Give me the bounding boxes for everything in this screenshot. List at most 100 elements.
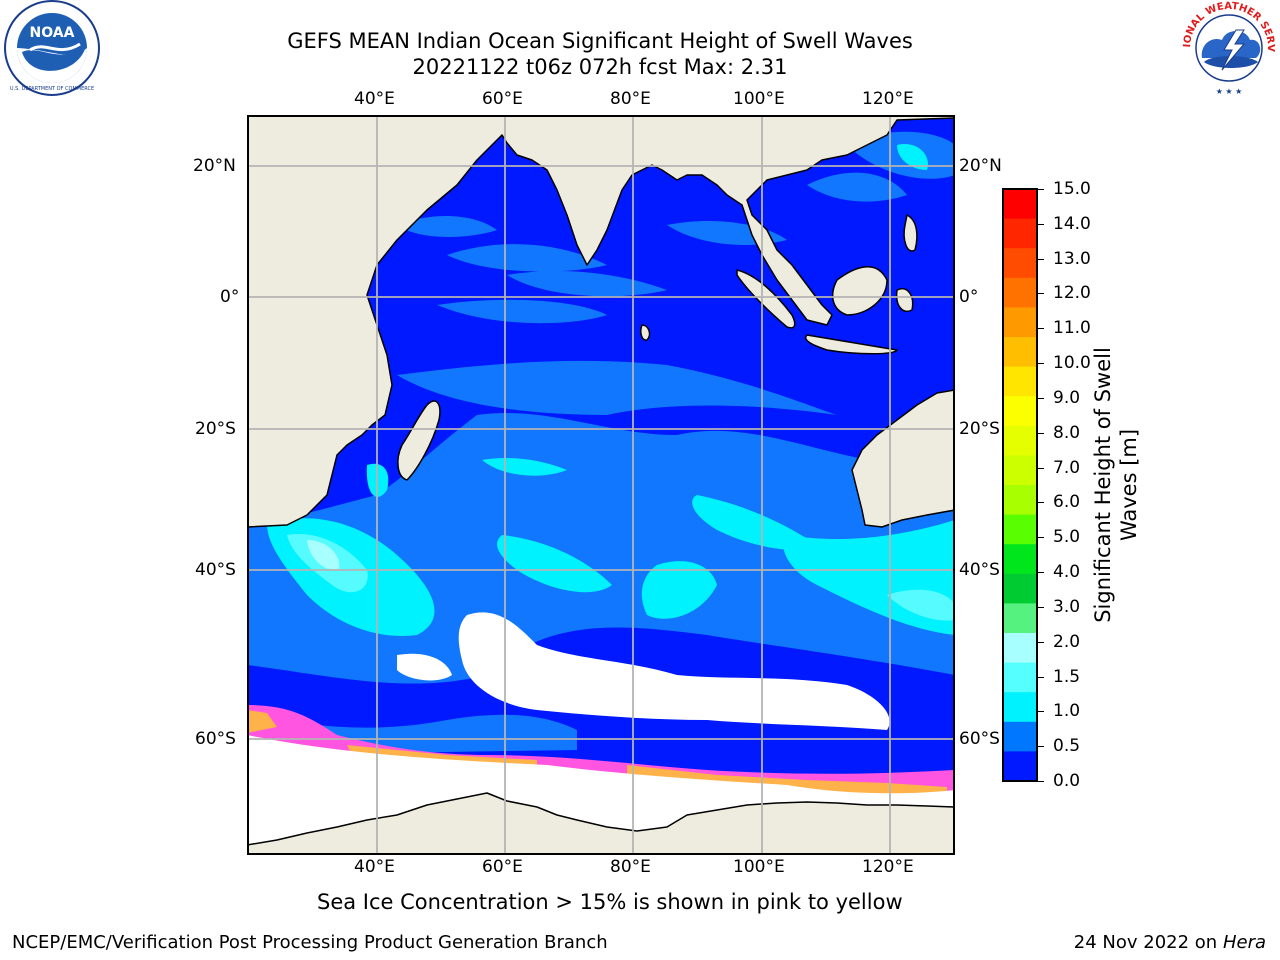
land-philippines [903,214,918,252]
noaa-logo-text: NOAA [30,25,75,41]
land-australia [851,389,954,528]
lat-label-left: 0° [220,287,240,307]
colorbar-segment [1003,307,1037,338]
colorbar-tick-mark [1038,711,1044,713]
colorbar-tick-label: 5.0 [1053,527,1081,548]
land-sumatra [736,269,796,329]
colorbar-segment [1003,514,1037,545]
lon-label-bottom: 100°E [733,857,785,877]
lat-label-left: 40°S [195,560,236,580]
colorbar-segment [1003,189,1037,220]
colorbar-segment [1003,603,1037,634]
land-madagascar [397,400,441,481]
lon-label-bottom: 120°E [862,857,914,877]
svg-text:U.S. DEPARTMENT OF COMMERCE: U.S. DEPARTMENT OF COMMERCE [10,86,94,92]
lon-label-top: 60°E [482,89,523,109]
land-antarctica [247,792,954,854]
colorbar-tick-label: 2.0 [1053,631,1081,652]
colorbar-segment [1003,366,1037,397]
colorbar-tick-mark [1038,781,1044,782]
colorbar-tick-label: 12.0 [1053,283,1091,304]
colorbar-segment [1003,573,1037,604]
lat-label-right: 20°S [959,419,1000,439]
colorbar-tick-label: 1.5 [1053,666,1081,687]
colorbar-segment [1003,337,1037,368]
colorbar-label-line-2: Waves [m] [1117,428,1141,542]
colorbar-segment [1003,396,1037,427]
colorbar-tick-mark [1038,328,1044,330]
noaa-logo: NOAA U.S. DEPARTMENT OF COMMERCE [4,0,100,96]
land-masses [247,115,954,854]
colorbar-segment [1003,485,1037,516]
footer-host: Hera [1222,932,1266,953]
colorbar-tick-label: 13.0 [1053,248,1091,269]
max-swell-core [307,540,340,571]
colorbar-tick-label: 14.0 [1053,213,1091,234]
colorbar-tick-mark [1038,537,1044,539]
colorbar-segment [1003,721,1037,752]
lon-label-bottom: 60°E [482,857,523,877]
colorbar-tick-mark [1038,397,1044,399]
land-borneo [831,266,888,316]
lat-label-left: 20°N [193,156,236,176]
colorbar-tick-mark [1038,363,1044,365]
land-sri-lanka [640,324,651,341]
colorbar-tick-label: 0.5 [1053,736,1081,757]
nws-logo: NATIONAL WEATHER SERVICE ★ ★ ★ [1178,0,1276,96]
colorbar-tick-mark [1038,293,1044,295]
colorbar-tick-mark [1038,606,1044,608]
lat-label-right: 20°N [959,156,1002,176]
lon-label-top: 120°E [862,89,914,109]
land-java [805,334,898,355]
colorbar-label-line-1: Significant Height of Swell [1091,347,1115,623]
colorbar-tick-mark [1038,223,1044,225]
lon-label-top: 40°E [354,89,395,109]
colorbar-tick-label: 1.0 [1053,701,1081,722]
colorbar-tick-label: 8.0 [1053,422,1081,443]
colorbar-label: Significant Height of Swell Waves [m] [1090,347,1142,623]
lat-label-left: 60°S [195,729,236,749]
colorbar-segment [1003,277,1037,308]
land-sulawesi [895,288,914,312]
colorbar-segment [1003,751,1037,782]
lon-label-bottom: 40°E [354,857,395,877]
colorbar-tick-label: 6.0 [1053,492,1081,513]
lat-label-right: 0° [959,287,979,307]
colorbar-segment [1003,544,1037,575]
colorbar-tick-mark [1038,189,1044,190]
colorbar-tick-label: 10.0 [1053,353,1091,374]
colorbar-tick-mark [1038,676,1044,678]
colorbar-tick-label: 9.0 [1053,387,1081,408]
title-line-2: 20221122 t06z 072h fcst Max: 2.31 [412,55,788,79]
colorbar-segment [1003,692,1037,723]
colorbar-segment [1003,633,1037,664]
colorbar-tick-mark [1038,258,1044,260]
colorbar-segment [1003,218,1037,249]
lon-label-top: 80°E [610,89,651,109]
colorbar-tick-label: 3.0 [1053,596,1081,617]
colorbar-tick-label: 7.0 [1053,457,1081,478]
colorbar-tick-label: 4.0 [1053,562,1081,583]
colorbar [1002,188,1038,782]
colorbar-segment [1003,455,1037,486]
colorbar-tick-mark [1038,572,1044,574]
colorbar-tick-mark [1038,641,1044,643]
lon-label-bottom: 80°E [610,857,651,877]
colorbar-segment [1003,248,1037,279]
lat-label-right: 40°S [959,560,1000,580]
colorbar-tick-mark [1038,746,1044,748]
lon-label-top: 100°E [733,89,785,109]
colorbar-tick-mark [1038,467,1044,469]
lat-label-right: 60°S [959,729,1000,749]
footer-date: 24 Nov 2022 on [1073,932,1218,953]
colorbar-tick-label: 0.0 [1053,771,1081,791]
colorbar-tick-mark [1038,432,1044,434]
footer-left: NCEP/EMC/Verification Post Processing Pr… [12,932,608,953]
lat-label-left: 20°S [195,419,236,439]
colorbar-tick-label: 11.0 [1053,318,1091,339]
footer-right: 24 Nov 2022 on Hera [1074,932,1266,953]
colorbar-tick-mark [1038,502,1044,504]
colorbar-tick-label: 15.0 [1053,179,1091,199]
svg-text:★ ★ ★: ★ ★ ★ [1216,87,1243,96]
title-line-1: GEFS MEAN Indian Ocean Significant Heigh… [287,29,913,53]
